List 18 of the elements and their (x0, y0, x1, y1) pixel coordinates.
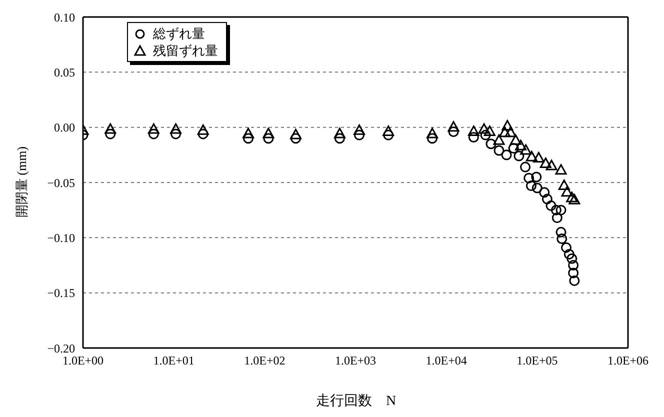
y-tick-label: 0.00 (54, 120, 75, 135)
x-tick-label: 1.0E+02 (244, 354, 286, 368)
x-tick-label: 1.0E+05 (516, 354, 558, 368)
x-tick-label: 1.0E+01 (153, 354, 194, 368)
x-axis-title: 走行回数 N (316, 392, 396, 410)
y-tick-label: 0.10 (54, 10, 75, 24)
x-tick-label: 1.0E+03 (334, 354, 376, 368)
legend-label: 残留ずれ量 (153, 42, 218, 59)
x-tick-label: 1.0E+00 (62, 354, 104, 368)
y-tick-label: −0.05 (47, 176, 75, 190)
y-tick-label: −0.10 (47, 230, 75, 245)
y-axis-title: 開閉量 (mm) (13, 146, 30, 218)
y-tick-label: 0.05 (54, 65, 75, 80)
y-tick-label: −0.20 (47, 341, 75, 356)
x-tick-label: 1.0E+06 (607, 354, 649, 368)
x-tick-label: 1.0E+04 (426, 354, 467, 368)
y-tick-label: −0.15 (47, 286, 75, 300)
legend-label: 総ずれ量 (153, 25, 205, 42)
